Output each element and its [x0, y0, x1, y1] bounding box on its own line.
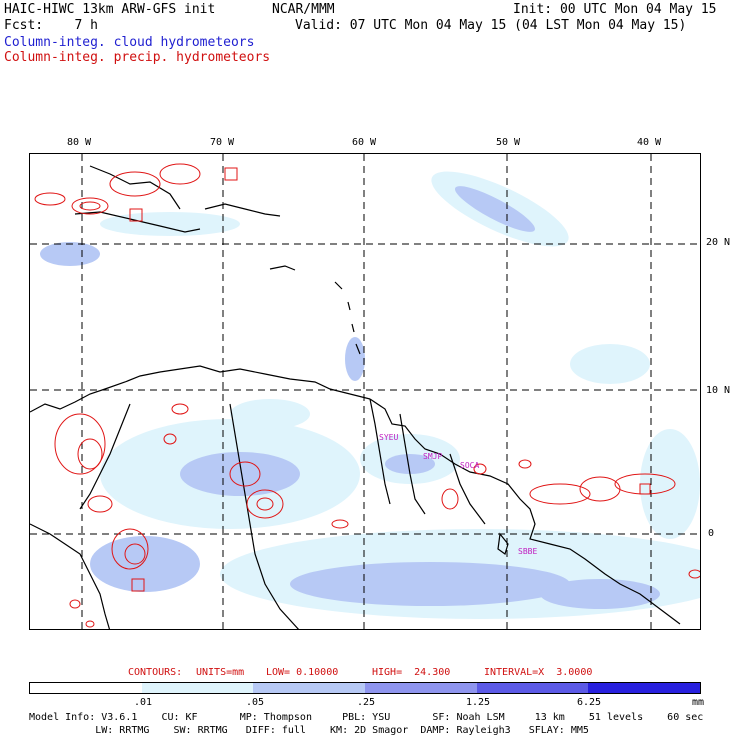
forecast-hour: Fcst: 7 h	[4, 18, 98, 33]
colorbar-label: .25	[357, 697, 376, 708]
map-panel	[29, 153, 701, 630]
lat-label: 0	[708, 528, 715, 539]
station-label: SMJP	[423, 452, 443, 461]
lon-label: 70 W	[210, 137, 235, 148]
contours-interval: INTERVAL=X 3.0000	[484, 667, 593, 678]
coastlines	[30, 165, 681, 629]
legend-cloud: Column-integ. cloud hydrometeors	[4, 35, 255, 50]
station-label: SYEU	[379, 433, 399, 442]
model-info-line2: LW: RRTMG SW: RRTMG DIFF: full KM: 2D Sm…	[29, 725, 589, 736]
title-left: HAIC-HIWC 13km ARW-GFS init	[4, 2, 216, 17]
colorbar-segment	[476, 683, 589, 693]
colorbar-segment	[141, 683, 254, 693]
colorbar-segment	[365, 683, 477, 693]
contours-low: LOW= 0.10000	[266, 667, 339, 678]
colorbar-segment	[588, 683, 701, 693]
colorbar-segment	[253, 683, 366, 693]
contours-high: HIGH= 24.300	[372, 667, 451, 678]
lat-label: 20 N	[706, 237, 731, 248]
lon-label: 60 W	[352, 137, 377, 148]
colorbar-units: mm	[692, 697, 705, 708]
init-time: Init: 00 UTC Mon 04 May 15	[513, 2, 717, 17]
station-label: SOCA	[460, 461, 480, 470]
valid-time: Valid: 07 UTC Mon 04 May 15 (04 LST Mon …	[295, 18, 687, 33]
precip-contours	[34, 163, 700, 628]
colorbar-label: 1.25	[466, 697, 491, 708]
lon-label: 40 W	[637, 137, 662, 148]
cloud-shading	[40, 171, 700, 619]
contours-prefix: CONTOURS:	[128, 667, 183, 678]
lat-label: 10 N	[706, 385, 731, 396]
colorbar-label: 6.25	[577, 697, 602, 708]
contours-units: UNITS=mm	[196, 667, 245, 678]
legend-precip: Column-integ. precip. hydrometeors	[4, 50, 271, 65]
lon-label: 50 W	[496, 137, 521, 148]
colorbar-label: .01	[134, 697, 153, 708]
colorbar-segment	[30, 683, 142, 693]
lon-label: 80 W	[67, 137, 92, 148]
map-canvas	[30, 154, 700, 629]
station-label: SBBE	[518, 547, 538, 556]
colorbar-label: .05	[246, 697, 265, 708]
model-info-line1: Model Info: V3.6.1 CU: KF MP: Thompson P…	[29, 712, 704, 723]
title-org: NCAR/MMM	[272, 2, 335, 17]
colorbar	[29, 682, 701, 694]
